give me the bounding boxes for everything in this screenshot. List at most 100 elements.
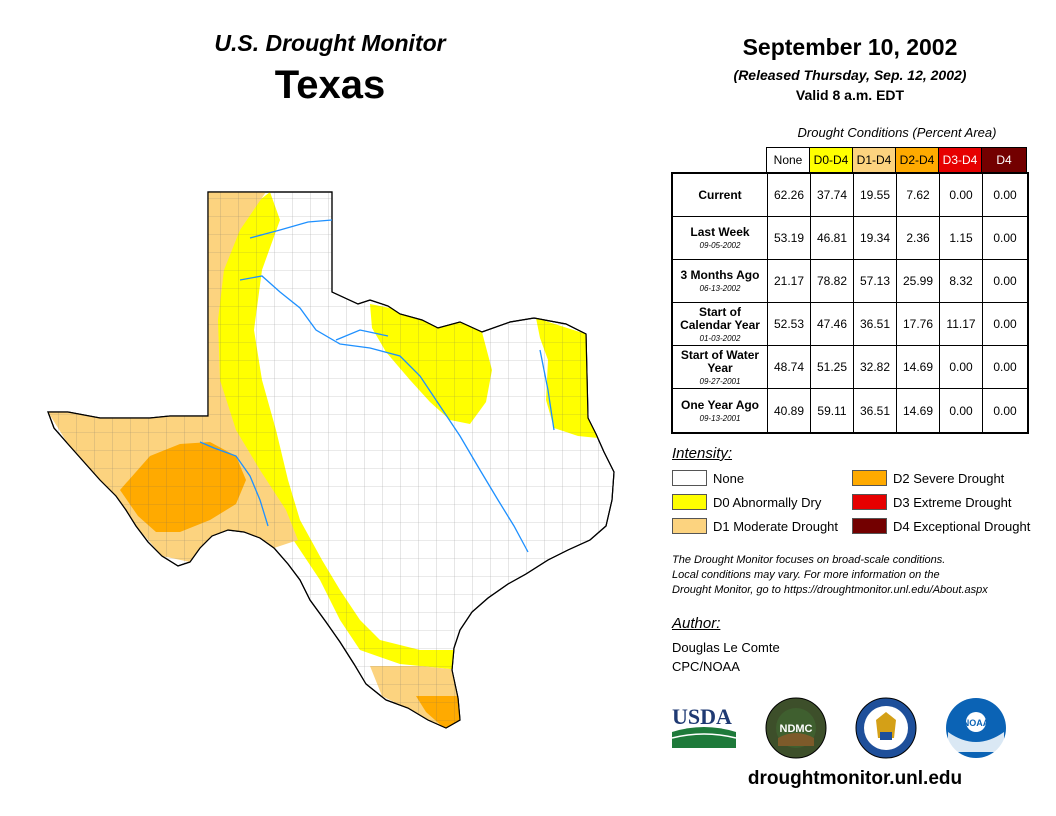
- cell: 32.82: [854, 346, 897, 388]
- date-header: September 10, 2002 (Released Thursday, S…: [680, 34, 1020, 103]
- cell: 0.00: [993, 231, 1017, 245]
- cell: 25.99: [897, 260, 940, 302]
- cell: 0.00: [940, 346, 983, 388]
- legend-label: None: [713, 470, 745, 486]
- row-date: 01-03-2002: [699, 333, 741, 343]
- cell: 47.46: [811, 303, 854, 345]
- col-d0-d4: D0-D4: [810, 148, 853, 173]
- row-label: Start of Water Year: [680, 347, 760, 375]
- legend-label: D2 Severe Drought: [893, 470, 1005, 486]
- row-date: 06-13-2002: [699, 284, 741, 293]
- row-label: Current: [698, 187, 742, 202]
- author-info: Douglas Le Comte CPC/NOAA: [672, 638, 780, 676]
- col-d4: D4: [982, 148, 1026, 173]
- release-date: (Released Thursday, Sep. 12, 2002): [733, 67, 967, 83]
- noaa-text: NOAA: [963, 718, 990, 728]
- cell: 37.74: [811, 174, 854, 216]
- cell: 0.00: [940, 389, 983, 432]
- col-none: None: [767, 148, 810, 173]
- cell: 53.19: [768, 217, 811, 259]
- cell: 8.32: [940, 260, 983, 302]
- legend-swatch: [852, 470, 887, 486]
- subtitle: U.S. Drought Monitor: [214, 30, 446, 56]
- note-line: The Drought Monitor focuses on broad-sca…: [672, 554, 946, 566]
- table-row: Start of Water Year 09-27-2001 48.74 51.2…: [673, 346, 1027, 389]
- legend-swatch: [672, 494, 707, 510]
- author-name: Douglas Le Comte: [672, 640, 780, 655]
- cell: 36.51: [854, 303, 897, 345]
- legend-label: D3 Extreme Drought: [893, 494, 1012, 510]
- legend-swatch: [672, 518, 707, 534]
- cell: 52.53: [768, 303, 811, 345]
- cell: 21.17: [768, 260, 811, 302]
- legend-item-none: None: [672, 470, 744, 486]
- cell: 0.00: [940, 174, 983, 216]
- legend-swatch: [672, 470, 707, 486]
- cell: 57.13: [854, 260, 897, 302]
- cell: 11.17: [940, 303, 983, 345]
- note-line[interactable]: Drought Monitor, go to https://droughtmo…: [672, 584, 988, 596]
- legend-item-d2: D2 Severe Drought: [852, 470, 1004, 486]
- legend-label: D4 Exceptional Drought: [893, 518, 1031, 534]
- rivers: [199, 219, 555, 553]
- legend-label: D1 Moderate Drought: [713, 518, 839, 534]
- map-header: U.S. Drought Monitor Texas: [160, 30, 500, 108]
- table-row: Current 62.26 37.74 19.55 7.62 0.00 0.00: [673, 174, 1027, 217]
- usda-logo: USDA: [671, 704, 737, 748]
- legend-label: D0 Abnormally Dry: [713, 494, 822, 510]
- author-org: CPC/NOAA: [672, 659, 740, 674]
- legend-swatch: [852, 494, 887, 510]
- cell: 51.25: [811, 346, 854, 388]
- author-title: Author:: [672, 615, 721, 632]
- cell: 48.74: [768, 346, 811, 388]
- cell: 62.26: [768, 174, 811, 216]
- valid-time: Valid 8 a.m. EDT: [795, 87, 905, 103]
- table-row: One Year Ago 09-13-2001 40.89 59.11 36.51…: [673, 389, 1027, 432]
- cell: 78.82: [811, 260, 854, 302]
- ndmc-logo: NDMC: [765, 697, 827, 759]
- row-label: Start of Calendar Year: [680, 304, 760, 332]
- note-line: Local conditions may vary. For more info…: [672, 569, 940, 581]
- row-date: 09-27-2001: [699, 376, 741, 386]
- cell: 7.62: [897, 174, 940, 216]
- cell: 17.76: [897, 303, 940, 345]
- table-title: Drought Conditions (Percent Area): [797, 125, 997, 140]
- drought-table: Current 62.26 37.74 19.55 7.62 0.00 0.00…: [671, 172, 1029, 434]
- cell: 0.00: [993, 188, 1017, 202]
- table-row: Start of Calendar Year 01-03-2002 52.53 4…: [673, 303, 1027, 346]
- legend-item-d1: D1 Moderate Drought: [672, 518, 838, 534]
- website-url[interactable]: droughtmonitor.unl.edu: [747, 768, 963, 789]
- info-note: The Drought Monitor focuses on broad-sca…: [672, 553, 1052, 598]
- cell: 14.69: [897, 389, 940, 432]
- agency-logos: USDA NDMC NOAA: [671, 697, 1006, 759]
- state-title: Texas: [274, 63, 386, 107]
- col-d2-d4: D2-D4: [896, 148, 939, 173]
- cell: 19.55: [854, 174, 897, 216]
- legend-title: Intensity:: [672, 445, 733, 462]
- ndmc-text: NDMC: [780, 723, 813, 735]
- cell: 14.69: [897, 346, 940, 388]
- table-row: 3 Months Ago 06-13-2002 21.17 78.82 57.13…: [673, 260, 1027, 303]
- table-row: Last Week 09-05-2002 53.19 46.81 19.34 2.…: [673, 217, 1027, 260]
- cell: 19.34: [854, 217, 897, 259]
- row-date: 09-05-2002: [699, 241, 741, 250]
- row-label: 3 Months Ago: [680, 268, 760, 282]
- legend-item-d4: D4 Exceptional Drought: [852, 518, 1030, 534]
- legend-item-d3: D3 Extreme Drought: [852, 494, 1012, 510]
- row-label: One Year Ago: [680, 397, 760, 412]
- usda-text: USDA: [672, 704, 732, 729]
- cell: 46.81: [811, 217, 854, 259]
- cell: 1.15: [940, 217, 983, 259]
- cell: 0.00: [993, 360, 1017, 374]
- row-label: Last Week: [690, 225, 750, 239]
- cell: 0.00: [993, 274, 1017, 288]
- cell: 36.51: [854, 389, 897, 432]
- table-header: None D0-D4 D1-D4 D2-D4 D3-D4 D4: [766, 147, 1027, 173]
- texas-drought-map: [47, 191, 615, 729]
- col-d3-d4: D3-D4: [939, 148, 982, 173]
- row-date: 09-13-2001: [699, 413, 741, 423]
- cell: 0.00: [993, 317, 1017, 331]
- cell: 40.89: [768, 389, 811, 432]
- legend-swatch: [852, 518, 887, 534]
- cell: 59.11: [811, 389, 854, 432]
